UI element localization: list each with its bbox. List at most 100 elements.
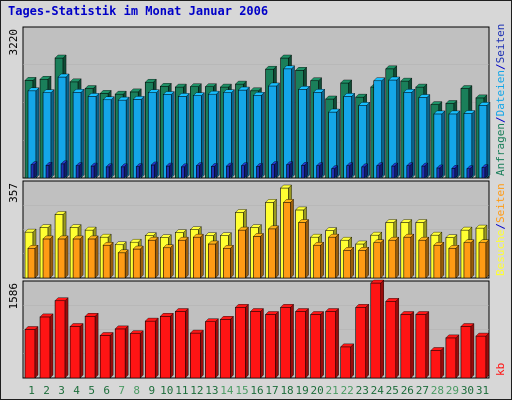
bar-besuche-1-top bbox=[24, 228, 37, 233]
bar-anfragen-10-top bbox=[159, 83, 172, 87]
bar-seiten-13 bbox=[210, 162, 218, 179]
bar-seiten-mid-31 bbox=[478, 239, 490, 279]
bar-seiten-mid-21-top bbox=[328, 233, 340, 238]
bar-seiten-mid-27-top bbox=[418, 236, 430, 241]
bar-seiten-14-top bbox=[225, 162, 233, 167]
legend-item: / bbox=[494, 223, 507, 230]
legend-item: / bbox=[494, 116, 507, 123]
bar-seiten-4-face bbox=[75, 165, 80, 179]
bar-kb-31-top bbox=[475, 332, 490, 337]
bar-dateien-9 bbox=[147, 89, 160, 179]
bar-seiten-15 bbox=[240, 162, 248, 179]
bar-seiten-7 bbox=[120, 163, 128, 179]
bar-dateien-5-top bbox=[87, 93, 100, 97]
bar-seiten-mid-5-top bbox=[87, 235, 99, 240]
bar-kb-22 bbox=[340, 343, 355, 379]
bar-seiten-27-top bbox=[421, 162, 429, 167]
bar-kb-2-face bbox=[39, 316, 51, 379]
bar-seiten-mid-8 bbox=[132, 245, 144, 279]
bar-seiten-19-top bbox=[301, 162, 309, 166]
bar-kb-1-face bbox=[24, 329, 36, 379]
bar-seiten-14 bbox=[225, 162, 233, 179]
chart-title: Tages-Statistik im Monat Januar 2006 bbox=[8, 4, 269, 18]
bar-dateien-7 bbox=[117, 96, 130, 179]
bar-dateien-26-top bbox=[403, 89, 416, 93]
bar-seiten-mid-26-side bbox=[410, 233, 415, 279]
bar-dateien-4-top bbox=[72, 89, 85, 93]
bar-seiten-26 bbox=[406, 162, 414, 179]
bar-dateien-16-top bbox=[253, 92, 265, 96]
x-label-day-26: 26 bbox=[401, 384, 414, 397]
bar-seiten-14-face bbox=[226, 165, 230, 179]
bar-seiten-9-top bbox=[150, 161, 158, 166]
bar-seiten-mid-16 bbox=[253, 232, 264, 279]
bar-dateien-13 bbox=[207, 90, 220, 179]
bar-seiten-mid-23-top bbox=[358, 247, 370, 251]
bar-kb-21-top bbox=[325, 308, 340, 312]
bar-seiten-12-face bbox=[196, 165, 200, 179]
bar-kb-27-top bbox=[415, 311, 430, 315]
bar-kb-13-side bbox=[215, 318, 219, 379]
bar-kb-16-face bbox=[250, 311, 261, 379]
bar-besuche-20-top bbox=[310, 233, 323, 238]
bar-kb-1 bbox=[24, 325, 39, 379]
bar-kb-20-top bbox=[310, 311, 325, 315]
bar-anfragen-7-top bbox=[114, 90, 127, 95]
bar-dateien-17-top bbox=[268, 82, 280, 87]
bar-seiten-10-top bbox=[165, 162, 173, 167]
bar-seiten-mid-24-side bbox=[380, 239, 384, 279]
bar-anfragen-11-top bbox=[174, 83, 187, 88]
bar-seiten-mid-8-side bbox=[140, 245, 144, 279]
bar-seiten-9-face bbox=[150, 164, 155, 179]
bar-seiten-9 bbox=[150, 161, 158, 179]
bar-kb-14-top bbox=[219, 316, 234, 320]
x-label-day-4: 4 bbox=[73, 384, 80, 397]
bar-seiten-mid-17-side bbox=[275, 225, 279, 279]
bar-kb-27-face bbox=[415, 314, 427, 379]
bar-dateien-15-top bbox=[237, 86, 250, 91]
bar-seiten-mid-16-top bbox=[253, 233, 264, 237]
bar-seiten-mid-10-side bbox=[170, 244, 174, 279]
bar-besuche-25-top bbox=[385, 219, 398, 223]
bar-seiten-22 bbox=[346, 162, 354, 179]
bar-besuche-16-top bbox=[250, 224, 262, 228]
bar-seiten-mid-6 bbox=[102, 241, 114, 279]
bar-seiten-mid-24 bbox=[373, 239, 385, 279]
bar-seiten-mid-21-side bbox=[335, 233, 339, 279]
bar-kb-27 bbox=[415, 311, 430, 379]
bar-seiten-mid-3 bbox=[57, 235, 69, 279]
bar-kb-2-top bbox=[39, 313, 54, 318]
x-label-day-10: 10 bbox=[160, 384, 173, 397]
bar-besuche-17-top bbox=[265, 199, 277, 203]
bar-kb-10 bbox=[159, 312, 174, 379]
bar-seiten-mid-2-side bbox=[49, 235, 54, 279]
bar-kb-12-top bbox=[189, 329, 204, 334]
bar-kb-30-side bbox=[470, 323, 475, 379]
bar-seiten-mid-4 bbox=[72, 235, 84, 279]
bar-kb-24 bbox=[370, 279, 385, 379]
bar-anfragen-20-top bbox=[310, 77, 323, 81]
x-label-day-24: 24 bbox=[371, 384, 385, 397]
bar-dateien-31 bbox=[478, 101, 491, 179]
bar-kb-18-side bbox=[290, 303, 294, 379]
x-label-day-13: 13 bbox=[205, 384, 218, 397]
bar-kb-29-face bbox=[445, 337, 457, 379]
bar-kb-11-face bbox=[175, 311, 186, 379]
bar-besuche-23-top bbox=[355, 240, 368, 245]
bar-kb-21 bbox=[325, 308, 340, 379]
bar-besuche-26-top bbox=[400, 219, 413, 223]
bar-kb-4-face bbox=[69, 326, 81, 379]
bar-seiten-mid-2 bbox=[42, 235, 54, 279]
bar-seiten-mid-31-top bbox=[478, 239, 490, 243]
bar-seiten-mid-15-top bbox=[237, 226, 249, 231]
bar-seiten-22-top bbox=[346, 162, 354, 166]
bar-kb-22-side bbox=[350, 343, 354, 379]
bar-kb-17-face bbox=[265, 314, 276, 379]
bar-seiten-mid-9-face bbox=[147, 239, 156, 279]
bar-seiten-mid-29-top bbox=[448, 245, 460, 249]
bar-besuche-15-top bbox=[234, 209, 247, 213]
bar-kb-26-top bbox=[400, 311, 415, 315]
bar-dateien-13-top bbox=[207, 90, 220, 95]
bar-seiten-3-face bbox=[60, 163, 65, 179]
bar-besuche-4-top bbox=[69, 224, 82, 228]
